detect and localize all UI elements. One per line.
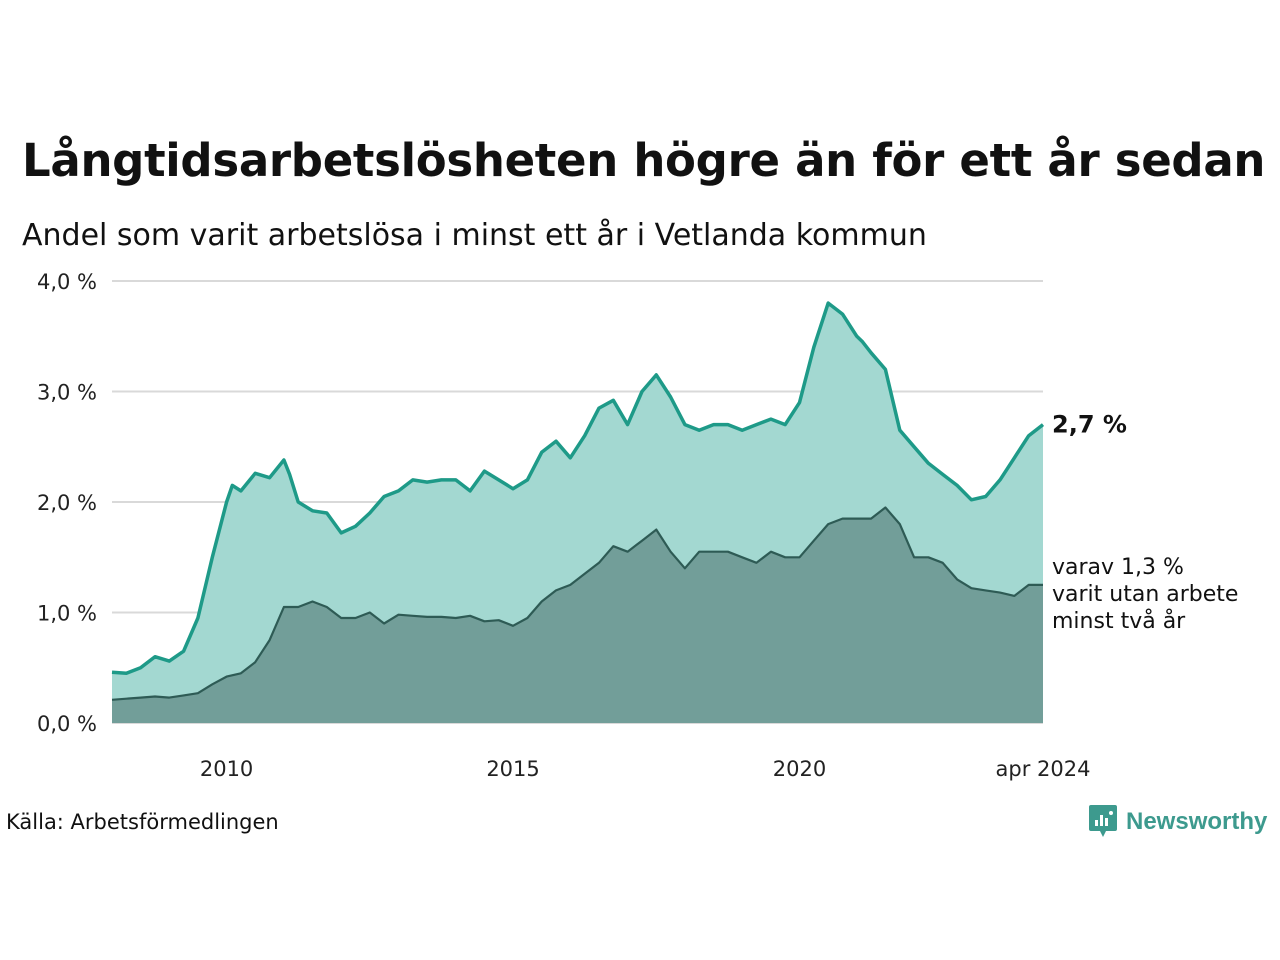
source-note: Källa: Arbetsförmedlingen (6, 810, 279, 834)
x-tick-label: apr 2024 (996, 757, 1091, 781)
series-note-line: minst två år (1052, 608, 1186, 634)
two-year-unemployment-line (111, 506, 1043, 701)
x-tick-label: 2010 (200, 757, 253, 781)
series-note-line: varav 1,3 % (1052, 555, 1184, 580)
two-year-unemployment-area (112, 507, 1043, 723)
chart-subtitle: Andel som varit arbetslösa i minst ett å… (22, 218, 927, 253)
x-tick-label: 2015 (486, 757, 539, 781)
end-value-label: 2,7 % (1052, 411, 1127, 439)
long-term-unemployment-line (111, 301, 1045, 676)
y-tick-label: 1,0 % (37, 602, 97, 626)
chart-title: Långtidsarbetslösheten högre än för ett … (22, 134, 1266, 187)
y-tick-label: 3,0 % (37, 381, 97, 405)
x-tick-label: 2020 (773, 757, 826, 781)
newsworthy-logo[interactable]: Newsworthy (1088, 803, 1267, 841)
areas (111, 301, 1045, 723)
brand-name: Newsworthy (1126, 808, 1268, 835)
axis-labels: 0,0 % 1,0 % 2,0 % 3,0 % 4,0 % 2010 2015 2020 apr… (37, 270, 1091, 781)
y-tick-label: 0,0 % (37, 712, 97, 736)
y-tick-label: 2,0 % (37, 491, 97, 515)
newsworthy-logo-icon (1089, 805, 1117, 837)
series-note-line: varit utan arbete (1052, 582, 1238, 607)
y-tick-label: 4,0 % (37, 270, 97, 294)
